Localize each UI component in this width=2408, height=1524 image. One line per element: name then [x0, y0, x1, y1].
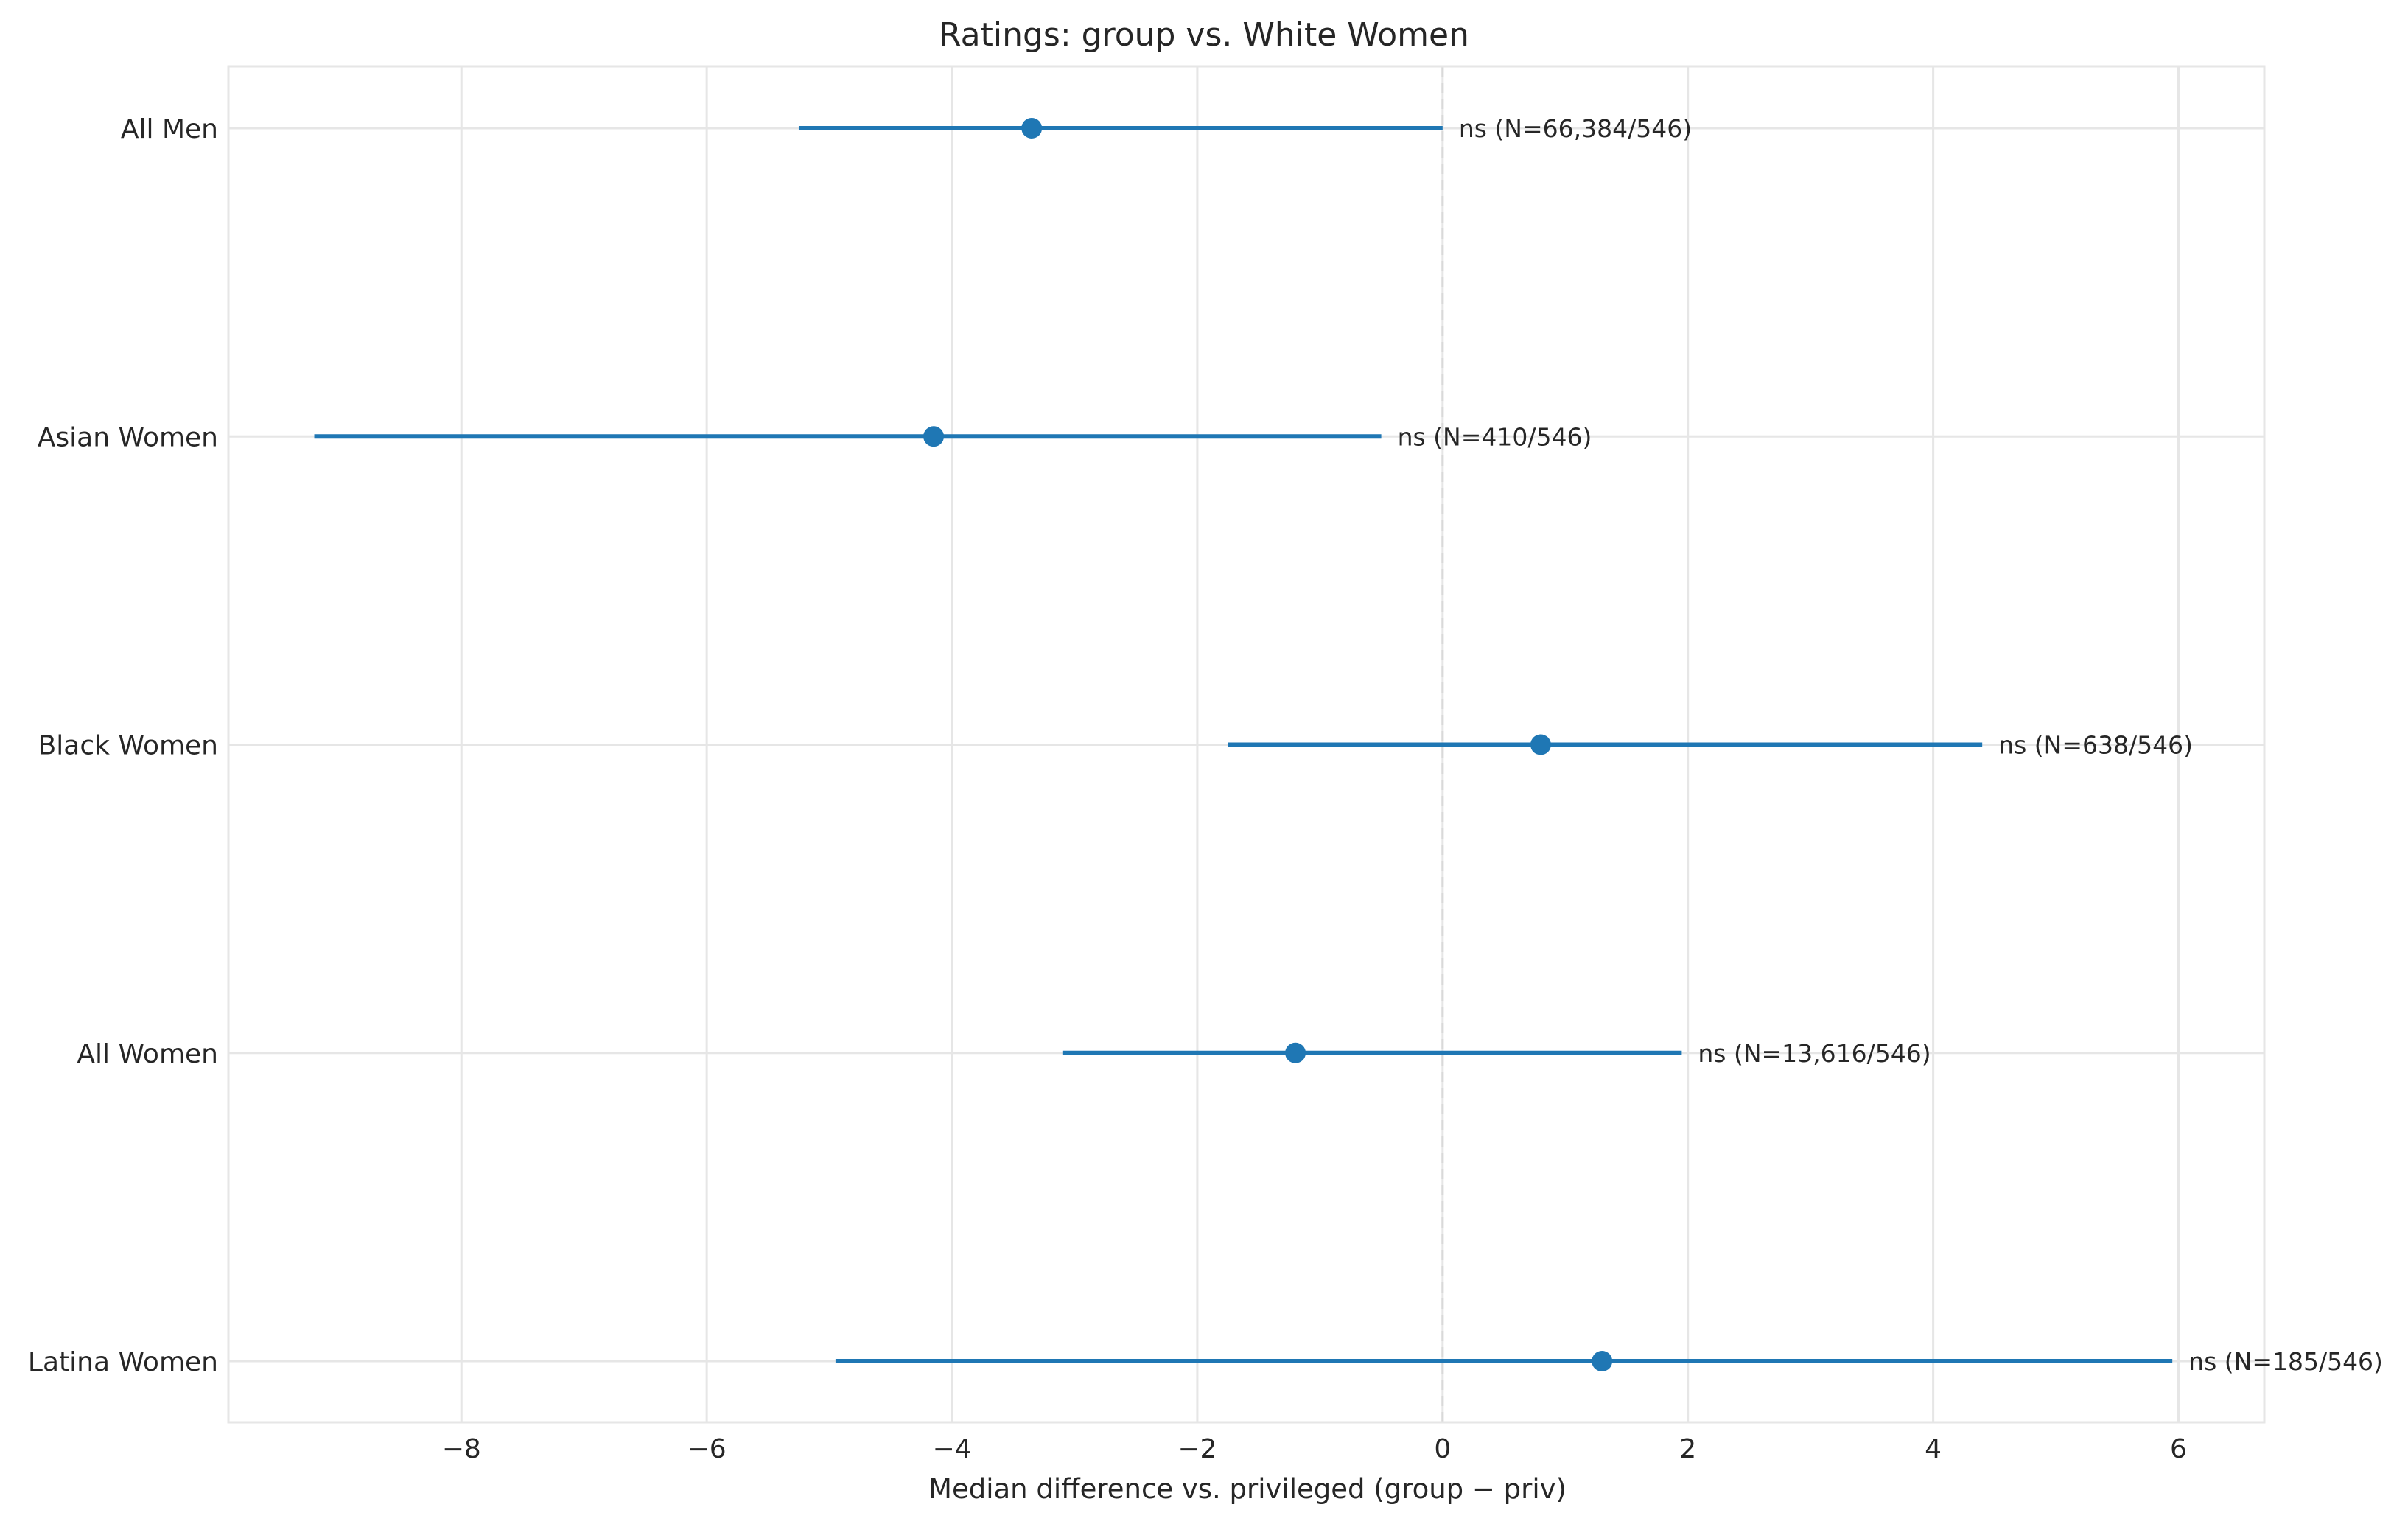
x-tick-label: 0: [1434, 1434, 1451, 1464]
point-estimate: [923, 426, 945, 447]
x-tick-label: 6: [2170, 1434, 2187, 1464]
x-tick-label: 2: [1679, 1434, 1696, 1464]
point-estimate: [1021, 118, 1043, 139]
x-axis-ticks: −8 −6 −4 −2 0 2 4 6: [442, 1434, 2187, 1464]
row-annotation: ns (N=638/546): [1998, 731, 2193, 760]
point-estimate: [1592, 1351, 1613, 1371]
x-tick-label: −8: [442, 1434, 481, 1464]
x-tick-label: −4: [932, 1434, 971, 1464]
y-category-label: All Men: [121, 114, 218, 144]
point-estimate: [1530, 734, 1551, 755]
y-category-label: Asian Women: [38, 422, 218, 452]
plot-frame: [227, 65, 2266, 1424]
row-annotation: ns (N=13,616/546): [1698, 1039, 1931, 1068]
annotations: ns (N=66,384/546) ns (N=410/546) ns (N=638…: [1398, 114, 2383, 1376]
x-axis-label: Median difference vs. privileged (group …: [928, 1473, 1567, 1505]
chart-title: Ratings: group vs. White Women: [939, 16, 1469, 54]
point-estimate: [1285, 1042, 1306, 1063]
row-annotation: ns (N=185/546): [2188, 1347, 2383, 1376]
x-tick-label: −2: [1177, 1434, 1217, 1464]
y-category-label: Latina Women: [28, 1347, 218, 1377]
row-annotation: ns (N=410/546): [1398, 422, 1592, 451]
y-category-label: Black Women: [38, 731, 218, 761]
x-tick-label: 4: [1925, 1434, 1942, 1464]
x-tick-label: −6: [687, 1434, 727, 1464]
y-category-label: All Women: [77, 1039, 218, 1069]
data-marks: [314, 118, 2173, 1371]
row-annotation: ns (N=66,384/546): [1459, 114, 1692, 143]
y-axis-categories: All Men Asian Women Black Women All Women La…: [28, 114, 218, 1377]
